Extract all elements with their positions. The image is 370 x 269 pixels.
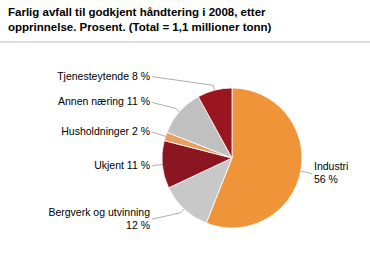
slice-label: Husholdninger 2 % (61, 125, 150, 137)
slice-label: Bergverk og utvinning12 % (48, 206, 150, 231)
slice-label-line: Bergverk og utvinning (48, 206, 150, 218)
slice-label-line: Tjenesteytende 8 % (57, 69, 150, 81)
title-line: Farlig avfall til godkjent håndtering i … (8, 6, 266, 18)
leader-line (152, 209, 184, 219)
slice-label-line: Industri (314, 160, 348, 172)
title: Farlig avfall til godkjent håndtering i … (8, 6, 272, 33)
leader-line (152, 132, 165, 136)
separator (0, 42, 370, 43)
pie: Industri56 % Bergverk og utvinning12 % Ukj… (48, 69, 348, 230)
slice-label-line: Annen næring 11 % (58, 95, 150, 107)
slice-label: Annen næring 11 % (58, 95, 150, 107)
slice-label: Tjenesteytende 8 % (57, 69, 150, 81)
slice-label-line: Husholdninger 2 % (61, 125, 150, 137)
slice-label-line: 56 % (314, 173, 338, 185)
slice-label: Ukjent 11 % (94, 159, 150, 171)
slice-label-line: 12 % (126, 218, 150, 230)
title-line: opprinnelse. Prosent. (Total = 1,1 milli… (8, 21, 272, 33)
slice (198, 88, 232, 158)
slice-label-line: Ukjent 11 % (94, 159, 150, 171)
leader-line (152, 102, 179, 111)
leader-line (301, 171, 312, 174)
chart: Farlig avfall til godkjent håndtering i … (0, 0, 370, 269)
leader-line (152, 77, 215, 91)
leader-line (152, 165, 162, 166)
slice-label: Industri56 % (314, 160, 348, 185)
